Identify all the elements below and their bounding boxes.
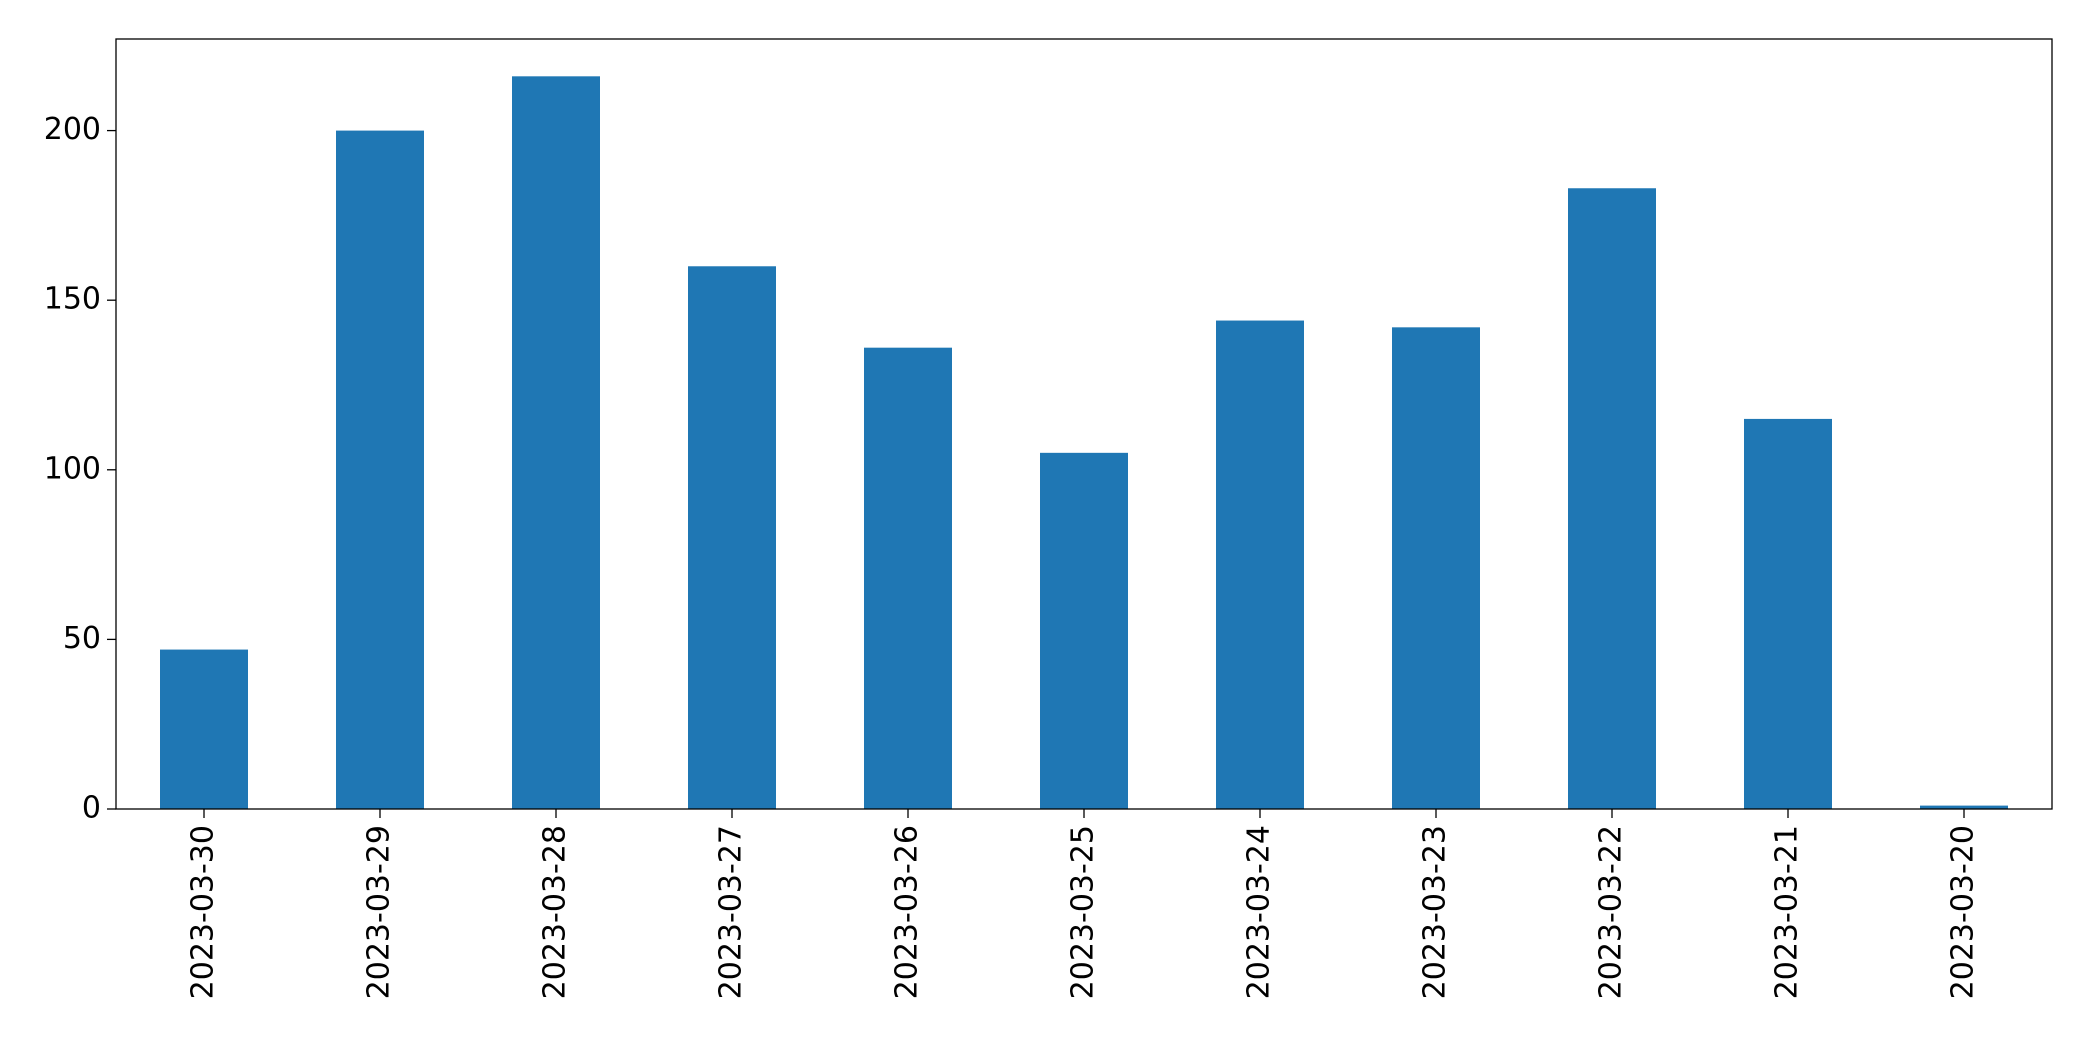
bar xyxy=(1392,327,1480,809)
bar xyxy=(512,76,600,810)
plot-frame xyxy=(115,38,2053,810)
x-tick-label: 2023-03-23 xyxy=(1418,825,1453,999)
x-tick-label: 2023-03-20 xyxy=(1946,825,1981,999)
x-tick-label: 2023-03-25 xyxy=(1066,825,1101,999)
bar xyxy=(336,130,424,809)
bar xyxy=(1040,452,1128,809)
x-tick-label: 2023-03-24 xyxy=(1242,825,1277,999)
y-tick-label: 150 xyxy=(44,282,101,317)
bar xyxy=(160,649,248,809)
bar xyxy=(1920,805,2008,809)
x-tick-label: 2023-03-21 xyxy=(1770,825,1805,999)
bar xyxy=(688,266,776,810)
x-tick-label: 2023-03-30 xyxy=(186,825,221,999)
x-tick-label: 2023-03-27 xyxy=(714,825,749,999)
x-tick-label: 2023-03-22 xyxy=(1594,825,1629,999)
x-tick-label: 2023-03-26 xyxy=(890,825,925,999)
y-tick-label: 100 xyxy=(44,451,101,486)
bar xyxy=(864,347,952,809)
y-tick-label: 200 xyxy=(44,112,101,147)
x-tick-label: 2023-03-28 xyxy=(538,825,573,999)
y-tick-label: 0 xyxy=(82,791,101,826)
x-tick-label: 2023-03-29 xyxy=(362,825,397,999)
bar xyxy=(1568,188,1656,809)
y-tick-label: 50 xyxy=(63,621,101,656)
bar xyxy=(1744,418,1832,809)
bar xyxy=(1216,320,1304,809)
